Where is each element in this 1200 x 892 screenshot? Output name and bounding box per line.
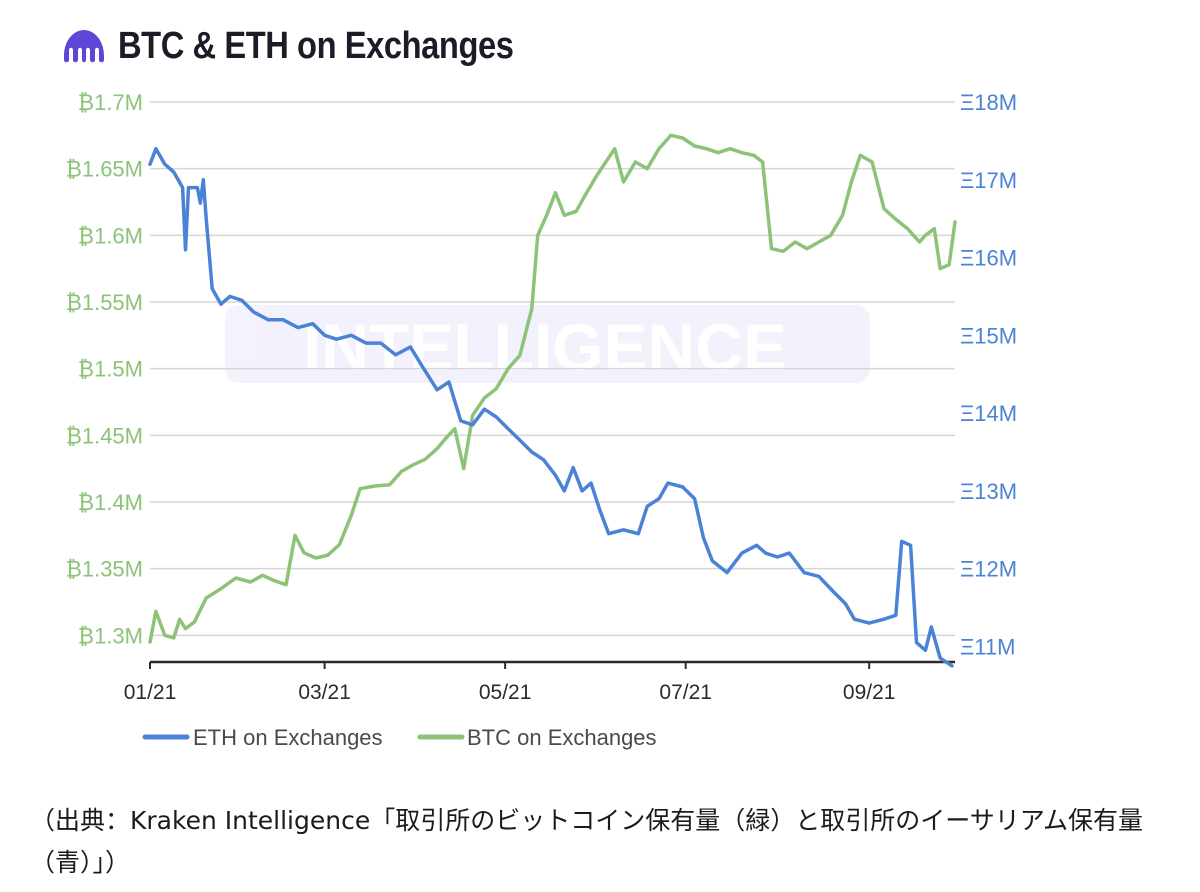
legend: ETH on Exchanges BTC on Exchanges	[142, 725, 657, 750]
left-tick-label: ₿1.45M	[66, 423, 143, 448]
right-tick-label: Ξ14M	[960, 401, 1017, 426]
kraken-logo-icon	[64, 30, 104, 63]
legend-label-btc: BTC on Exchanges	[467, 725, 657, 750]
watermark: INTELLIGENCE	[225, 305, 870, 384]
left-tick-label: ₿1.5M	[78, 357, 143, 382]
x-tick-label: 09/21	[843, 681, 896, 704]
left-tick-label: ₿1.6M	[78, 223, 143, 248]
x-tick-label: 01/21	[124, 681, 177, 704]
x-tick-label: 03/21	[298, 681, 351, 704]
left-tick-label: ₿1.7M	[78, 90, 143, 115]
series-lines	[148, 133, 957, 668]
left-tick-label: ₿1.3M	[78, 623, 143, 648]
right-tick-label: Ξ15M	[960, 323, 1017, 348]
right-tick-label: Ξ18M	[960, 90, 1017, 115]
right-tick-label: Ξ11M	[960, 634, 1015, 659]
gridlines	[150, 101, 955, 637]
right-tick-label: Ξ17M	[960, 168, 1017, 193]
source-caption: （出典：Kraken Intelligence「取引所のビットコイン保有量（緑）…	[30, 806, 1143, 877]
x-tick-label: 07/21	[659, 681, 712, 704]
right-tick-label: Ξ13M	[960, 479, 1017, 504]
line-chart: INTELLIGENCE ₿1.7M ₿1.65M ₿1.6M ₿1.55M ₿1.5M…	[66, 90, 1018, 750]
left-axis: ₿1.7M ₿1.65M ₿1.6M ₿1.55M ₿1.5M ₿1.45M ₿1.4M ₿1…	[66, 90, 143, 648]
right-tick-label: Ξ16M	[960, 246, 1017, 271]
left-tick-label: ₿1.65M	[66, 157, 143, 182]
watermark-text: INTELLIGENCE	[303, 310, 787, 384]
btc-series-line	[148, 133, 957, 644]
left-tick-label: ₿1.4M	[78, 490, 143, 515]
eth-series-line	[148, 146, 954, 668]
x-tick-label: 05/21	[479, 681, 532, 704]
left-tick-label: ₿1.35M	[66, 557, 143, 582]
x-axis: 01/21 03/21 05/21 07/21 09/21	[124, 660, 955, 704]
chart-title: BTC & ETH on Exchanges	[118, 24, 514, 67]
legend-label-eth: ETH on Exchanges	[193, 725, 383, 750]
left-tick-label: ₿1.55M	[66, 290, 143, 315]
right-tick-label: Ξ12M	[960, 557, 1017, 582]
chart-header: BTC & ETH on Exchanges	[60, 22, 578, 70]
right-axis: Ξ18M Ξ17M Ξ16M Ξ15M Ξ14M Ξ13M Ξ12M Ξ11M	[960, 90, 1017, 659]
